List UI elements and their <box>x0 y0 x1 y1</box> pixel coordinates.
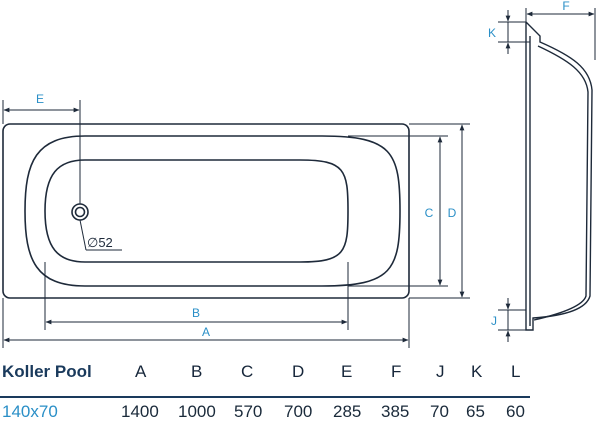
column-header-j: J <box>436 362 445 381</box>
dimension-label-e: E <box>36 92 44 106</box>
dimension-label-f: F <box>562 0 569 13</box>
tub-basin-outer <box>24 135 401 287</box>
value-k: 65 <box>466 402 485 421</box>
value-c: 570 <box>234 402 263 421</box>
dimension-f <box>525 8 596 60</box>
dimension-k <box>498 10 530 54</box>
column-header-l: L <box>511 362 521 381</box>
value-b: 1000 <box>178 402 216 421</box>
dimension-label-d: D <box>448 206 457 220</box>
column-header-e: E <box>341 362 353 381</box>
dimension-d <box>409 123 470 299</box>
column-header-d: D <box>292 362 305 381</box>
table-divider <box>0 396 530 398</box>
dimension-label-b: B <box>192 306 200 320</box>
value-j: 70 <box>430 402 449 421</box>
drain-leader <box>79 219 122 251</box>
value-f: 385 <box>381 402 410 421</box>
dimension-label-a: A <box>202 325 210 339</box>
column-header-k: K <box>471 362 483 381</box>
tub-top-view <box>2 123 410 299</box>
drain-diameter-label: ∅52 <box>87 235 113 250</box>
dimension-j <box>498 298 526 342</box>
dimension-b <box>44 262 349 330</box>
column-header-c: C <box>241 362 254 381</box>
value-l: 60 <box>506 402 525 421</box>
column-header-b: B <box>191 362 203 381</box>
table-row: 140x70 1400 1000 570 700 285 385 70 65 6… <box>0 402 600 430</box>
value-a: 1400 <box>121 402 159 421</box>
table-header-row: Koller Pool A B C D E F J K L <box>0 362 600 390</box>
value-e: 285 <box>333 402 362 421</box>
column-header-a: A <box>135 362 147 381</box>
profile-inner <box>529 36 589 326</box>
column-header-f: F <box>391 362 402 381</box>
dimension-label-j: J <box>491 314 497 328</box>
model-header: Koller Pool <box>2 362 92 381</box>
value-d: 700 <box>284 402 313 421</box>
drain-hole-outer <box>71 203 89 221</box>
tub-side-profile <box>525 21 593 331</box>
drain-hole-inner <box>74 206 86 218</box>
dimension-a <box>2 298 410 348</box>
dimension-c <box>348 135 448 287</box>
tub-rim-outline <box>2 123 410 299</box>
dimension-e <box>2 100 81 204</box>
bathtub-technical-drawing: E ∅52 B A C D F <box>2 0 596 348</box>
model-size: 140x70 <box>2 402 58 421</box>
dimension-label-c: C <box>425 206 434 220</box>
tub-basin-inner <box>44 159 349 263</box>
dimension-label-k: K <box>488 26 496 40</box>
profile-outer <box>525 21 593 331</box>
